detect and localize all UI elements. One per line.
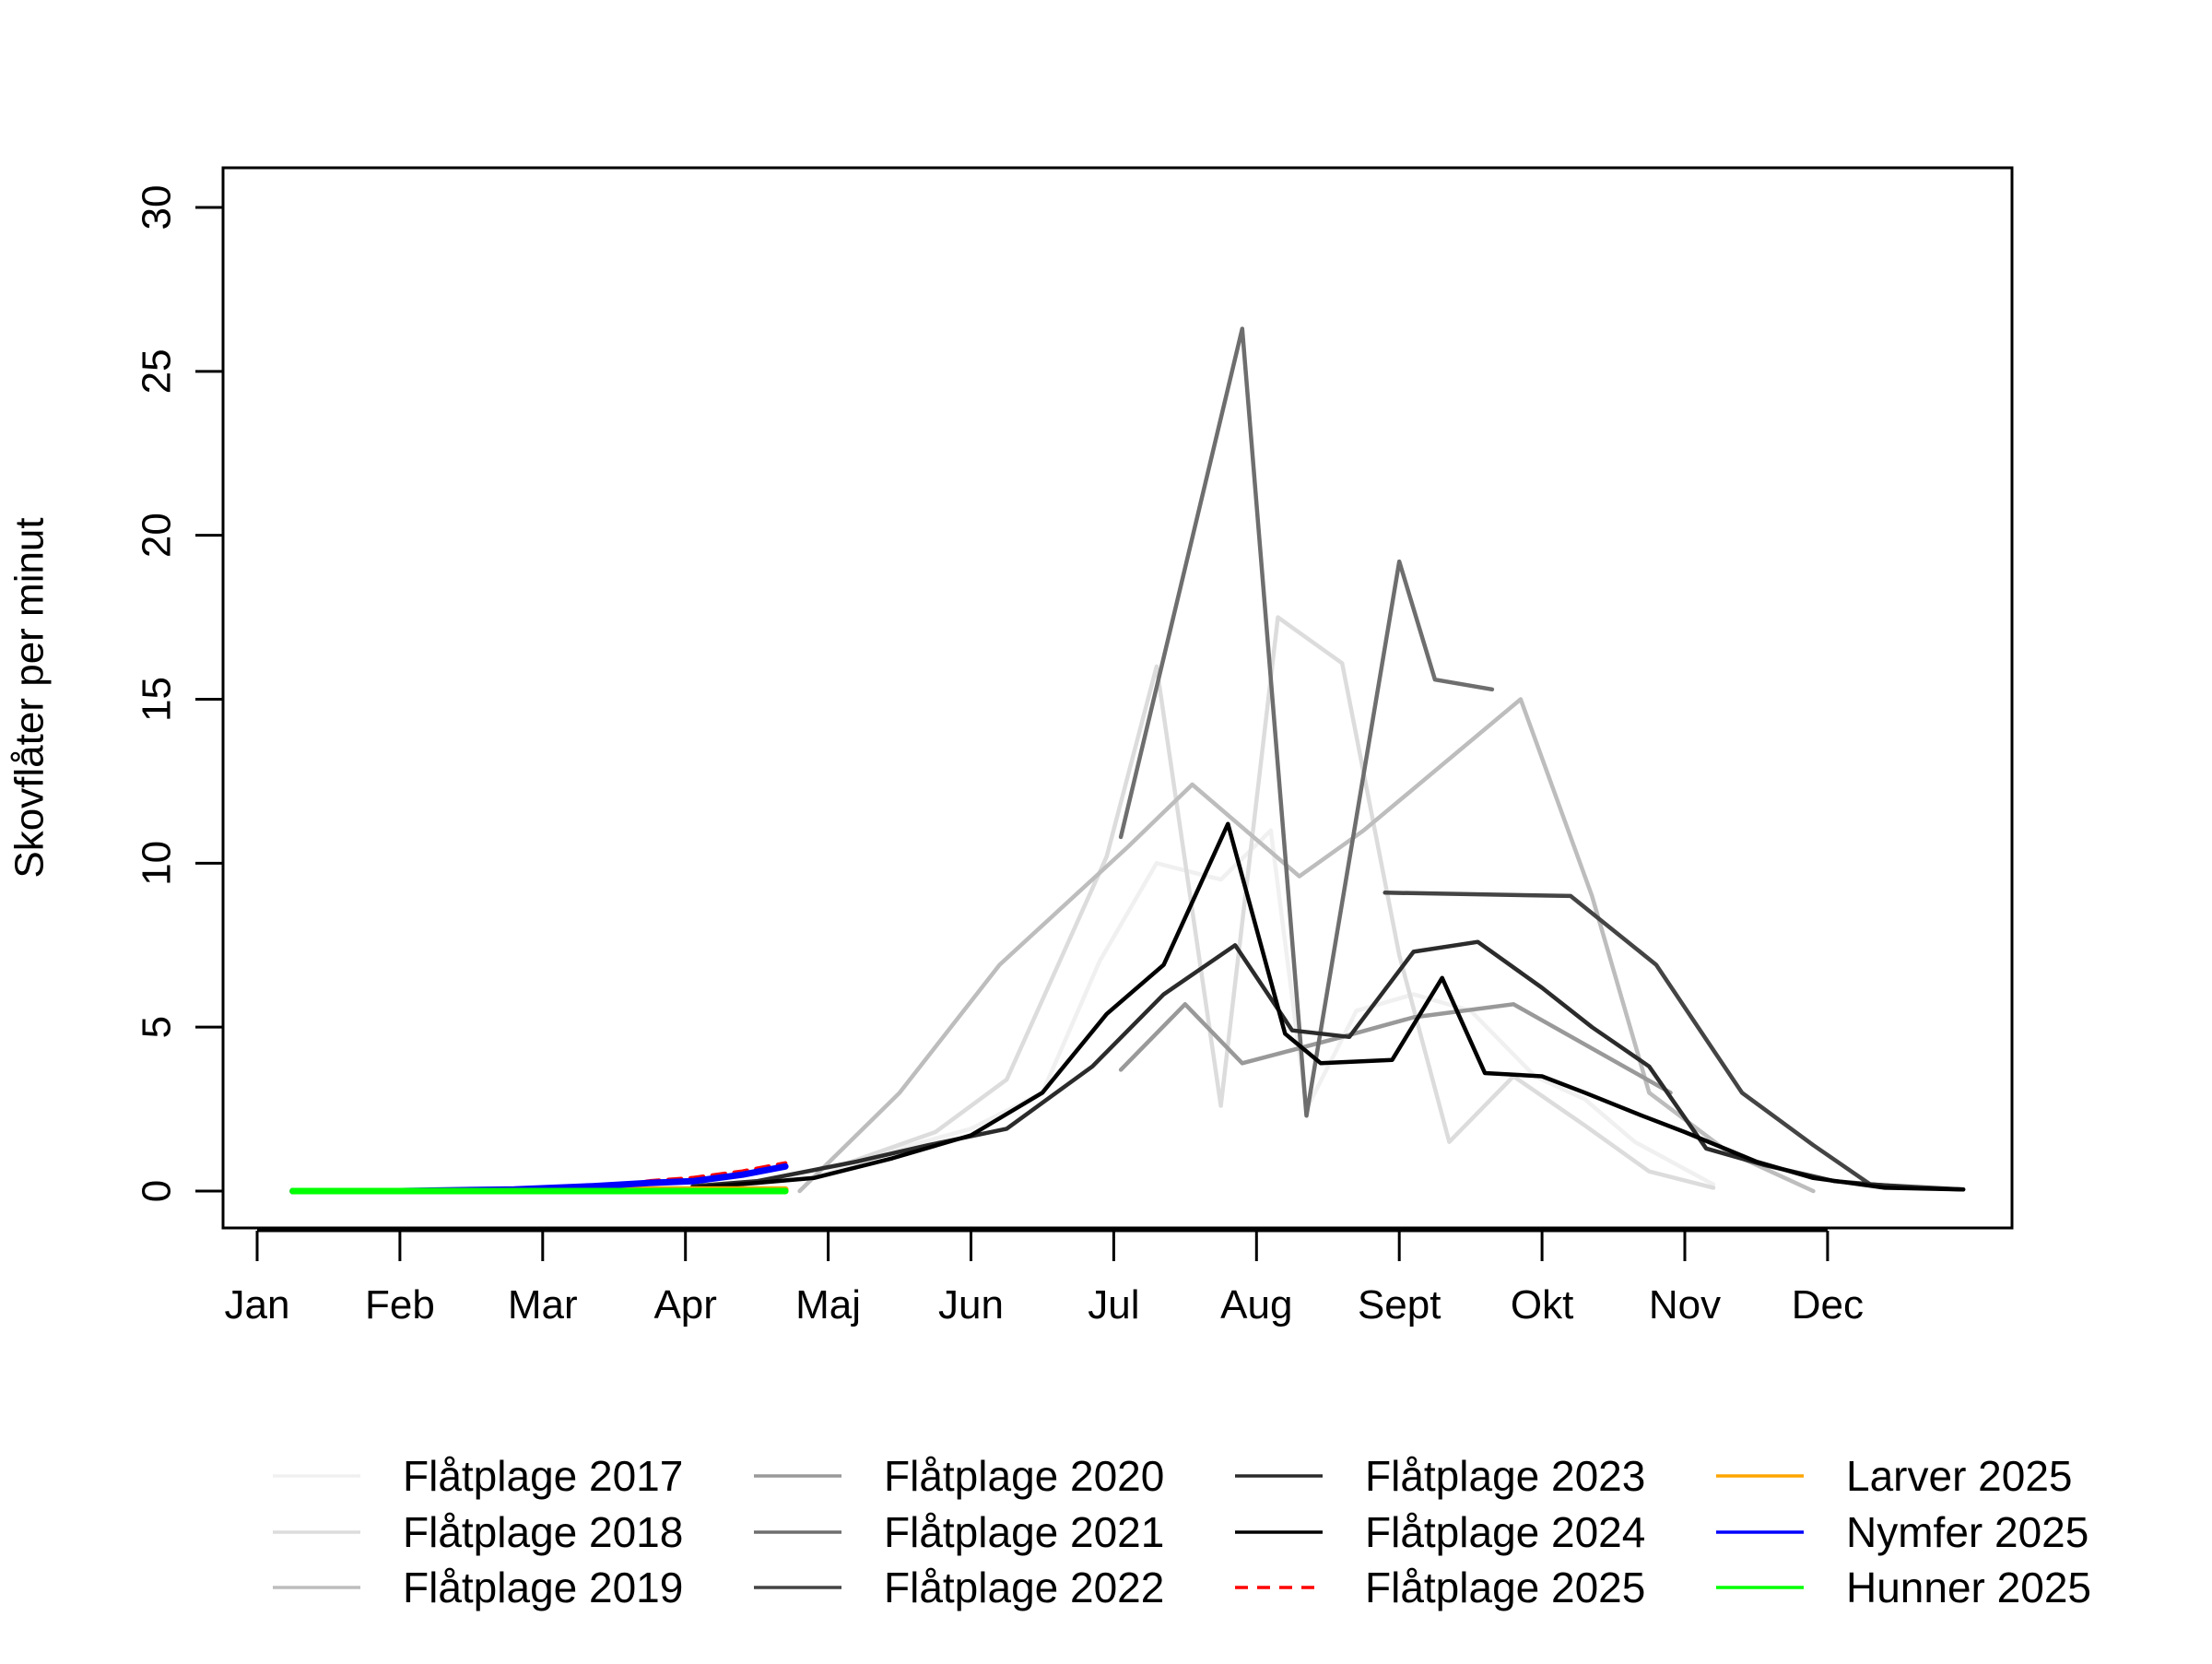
x-tick-label: Jul [1088,1282,1139,1328]
x-tick-label: Sept [1358,1282,1441,1328]
y-tick-label: 20 [135,513,180,558]
x-tick-label: Apr [653,1282,716,1328]
x-tick-label: Jun [938,1282,1004,1328]
legend-label: Hunner 2025 [1846,1564,2091,1611]
series-layer [289,326,1966,1195]
y-tick-label: 5 [135,1016,180,1038]
x-tick-label: Nov [1649,1282,1721,1328]
y-axis-label: Skovflåter per minut [7,517,53,878]
y-tick-label: 15 [135,677,180,722]
legend-label: Nymfer 2025 [1846,1508,2088,1556]
legend-label: Flåtplage 2024 [1365,1508,1645,1556]
legend-label: Flåtplage 2022 [884,1564,1164,1611]
x-tick-label: Okt [1511,1282,1573,1328]
legend-label: Flåtplage 2019 [403,1564,683,1611]
y-tick-label: 0 [135,1180,180,1202]
legend-label: Flåtplage 2021 [884,1508,1164,1556]
legend: Flåtplage 2017 Flåtplage 2018 Flåtplage 20… [273,1452,2091,1611]
series-line-2 [690,615,1716,1190]
x-tick-label: Mar [508,1282,578,1328]
x-tick-label: Aug [1220,1282,1292,1328]
series-line-3 [797,697,1816,1194]
y-axis: 0 5 10 15 20 25 30 [135,185,225,1202]
legend-label: Flåtplage 2025 [1365,1564,1645,1611]
x-tick-label: Feb [365,1282,435,1328]
legend-label: Flåtplage 2020 [884,1452,1164,1500]
series-line-8 [690,821,1966,1192]
x-tick-label: Dec [1792,1282,1864,1328]
x-axis: Jan Feb Mar Apr Maj Jun Jul Aug Sept Okt Nov Dec [225,1229,1864,1328]
legend-label: Flåtplage 2017 [403,1452,683,1500]
y-tick-label: 10 [135,841,180,886]
y-tick-label: 30 [135,185,180,230]
legend-label: Larver 2025 [1846,1452,2073,1500]
x-tick-label: Maj [795,1282,861,1328]
legend-label: Flåtplage 2018 [403,1508,683,1556]
legend-label: Flåtplage 2023 [1365,1452,1645,1500]
x-tick-label: Jan [225,1282,290,1328]
y-tick-label: 25 [135,348,180,394]
series-line-5 [1118,326,1495,1118]
